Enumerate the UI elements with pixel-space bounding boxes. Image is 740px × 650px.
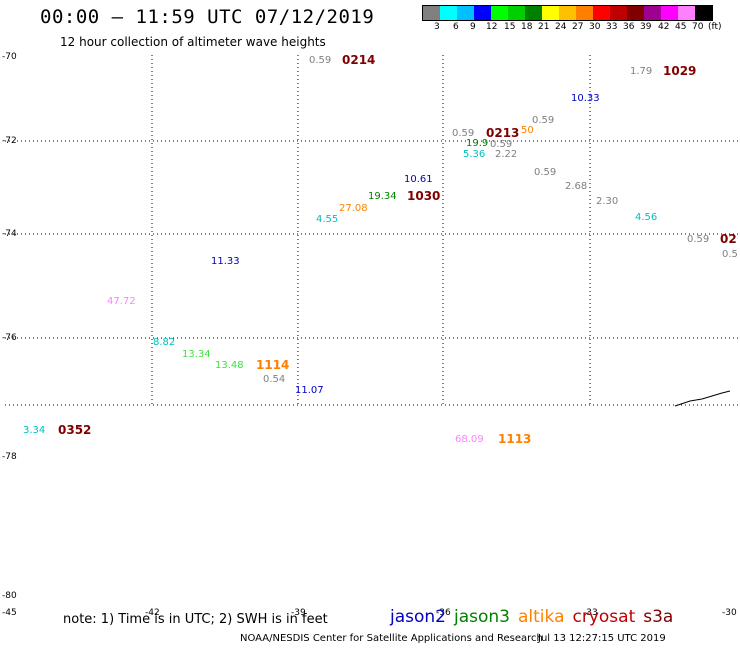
- observation-wave-height: 19.34: [368, 191, 397, 202]
- mission-label: jason2: [390, 607, 446, 627]
- credit-line: NOAA/NESDIS Center for Satellite Applica…: [240, 633, 543, 644]
- legend-label: 70: [692, 22, 704, 32]
- observation-wave-height: 13.48: [215, 360, 244, 371]
- observation-wave-height: 0.59: [534, 167, 557, 178]
- latitude-label: -78: [2, 452, 17, 462]
- observation-time-label: 1113: [498, 432, 532, 446]
- longitude-label: -33: [583, 608, 598, 618]
- observation-wave-height: 0.54: [263, 374, 286, 385]
- mission-label: cryosat: [572, 607, 636, 627]
- legend-swatch: [491, 6, 508, 20]
- observation-wave-height: 3.34: [23, 425, 46, 436]
- legend-label: 12: [486, 22, 498, 32]
- observation-time-label: 02: [720, 232, 737, 246]
- observation-wave-height: 0.59: [452, 128, 475, 139]
- observation-wave-height: 4.56: [635, 212, 658, 223]
- observation-wave-height: 8.82: [153, 337, 176, 348]
- observation-wave-height: 10.33: [571, 93, 600, 104]
- observation-wave-height: 0.59: [309, 55, 332, 66]
- mission-label: s3a: [643, 607, 674, 627]
- legend-label: 15: [504, 22, 516, 32]
- coastline: [674, 390, 731, 407]
- latitude-label: -76: [2, 333, 17, 343]
- mission-legend: jason2 jason3 altika cryosat s3a: [390, 607, 681, 627]
- mission-label: jason3: [454, 607, 510, 627]
- color-legend-labels: 3 6 9 12 15 18 21 24 27 30 33 36 39 42 45 70 (ft): [422, 22, 740, 34]
- observation-wave-height: 10.61: [404, 174, 433, 185]
- legend-swatch: [593, 6, 610, 20]
- legend-swatch: [610, 6, 627, 20]
- observation-time-label: 0213: [486, 126, 520, 140]
- legend-swatch: [457, 6, 474, 20]
- observation-time-label: 1114: [256, 358, 290, 372]
- observation-time-label: 0214: [342, 53, 376, 67]
- observation-wave-height: 0.59: [687, 234, 710, 245]
- legend-swatch: [423, 6, 440, 20]
- latitude-label: -70: [2, 52, 17, 62]
- observation-wave-height: 19.9: [466, 138, 489, 149]
- legend-label: 30: [589, 22, 601, 32]
- observation-time-label: 1029: [663, 64, 697, 78]
- legend-label: 45: [675, 22, 687, 32]
- legend-swatch: [474, 6, 491, 20]
- legend-swatch: [525, 6, 542, 20]
- legend-label: 39: [640, 22, 652, 32]
- legend-label: (ft): [708, 22, 722, 32]
- legend-label: 42: [658, 22, 670, 32]
- legend-swatch: [559, 6, 576, 20]
- legend-swatch: [661, 6, 678, 20]
- observation-wave-height: 11.07: [295, 385, 324, 396]
- legend-label: 33: [606, 22, 618, 32]
- longitude-label: -39: [291, 608, 306, 618]
- observation-wave-height: 68.09: [455, 434, 484, 445]
- legend-label: 24: [555, 22, 567, 32]
- legend-swatch: [695, 6, 712, 20]
- observation-wave-height: 2.68: [565, 181, 588, 192]
- longitude-label: -45: [2, 608, 17, 618]
- legend-swatch: [508, 6, 525, 20]
- page-subtitle: 12 hour collection of altimeter wave hei…: [60, 35, 326, 49]
- legend-label: 27: [572, 22, 584, 32]
- observation-wave-height: 0.59: [532, 115, 555, 126]
- legend-swatch: [440, 6, 457, 20]
- legend-swatch: [627, 6, 644, 20]
- latitude-label: -72: [2, 136, 17, 146]
- generated-timestamp: Jul 13 12:27:15 UTC 2019: [538, 633, 666, 644]
- observation-time-label: 1030: [407, 189, 441, 203]
- page-title: 00:00 – 11:59 UTC 07/12/2019: [40, 6, 375, 28]
- observation-wave-height: 13.34: [182, 349, 211, 360]
- color-legend: [422, 5, 713, 21]
- latitude-label: -74: [2, 229, 17, 239]
- observation-wave-height: 1.79: [630, 66, 653, 77]
- legend-label: 36: [623, 22, 635, 32]
- observation-wave-height: 27.08: [339, 203, 368, 214]
- legend-swatch: [678, 6, 695, 20]
- observation-wave-height: 2.22: [495, 149, 518, 160]
- observation-wave-height: 47.72: [107, 296, 136, 307]
- observation-wave-height: 4.55: [316, 214, 339, 225]
- legend-label: 3: [434, 22, 440, 32]
- observation-wave-height: 11.33: [211, 256, 240, 267]
- observation-wave-height: 0.59: [490, 139, 513, 150]
- longitude-label: -30: [722, 608, 737, 618]
- legend-label: 18: [521, 22, 533, 32]
- observation-time-label: 0352: [58, 423, 92, 437]
- mission-label: altika: [518, 607, 565, 627]
- legend-swatch: [576, 6, 593, 20]
- observation-wave-height: 50: [521, 125, 534, 136]
- legend-label: 9: [470, 22, 476, 32]
- longitude-label: -36: [436, 608, 451, 618]
- legend-swatch: [644, 6, 661, 20]
- observation-wave-height: 5.36: [463, 149, 486, 160]
- latitude-label: -80: [2, 591, 17, 601]
- observation-wave-height: 0.5: [722, 249, 738, 260]
- legend-label: 6: [453, 22, 459, 32]
- legend-label: 21: [538, 22, 550, 32]
- longitude-label: -42: [145, 608, 160, 618]
- observation-wave-height: 2.30: [596, 196, 619, 207]
- legend-swatch: [542, 6, 559, 20]
- footnote: note: 1) Time is in UTC; 2) SWH is in fe…: [63, 612, 328, 627]
